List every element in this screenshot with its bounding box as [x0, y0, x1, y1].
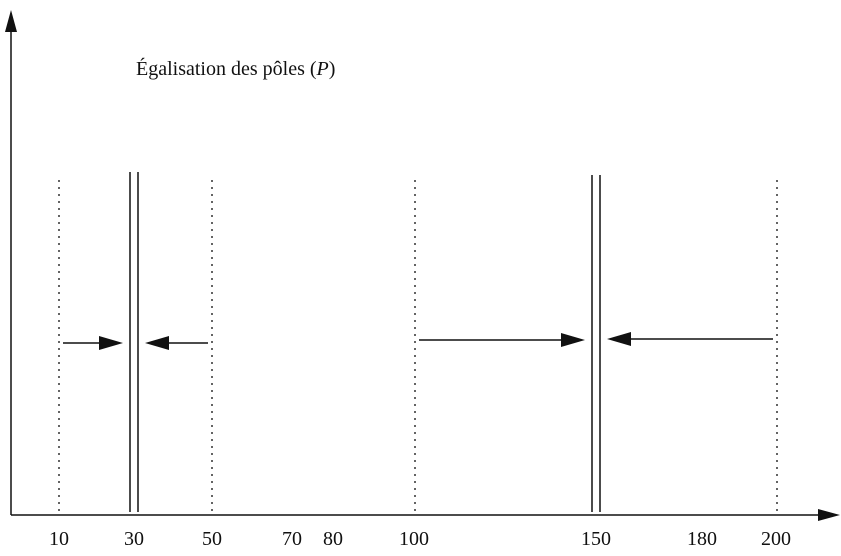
x-tick-label: 30	[124, 528, 144, 550]
arrowhead	[607, 332, 631, 346]
title-suffix: )	[328, 58, 336, 80]
diagram-marks	[58, 172, 778, 513]
title-prefix: Égalisation des pôles (	[136, 58, 317, 80]
x-tick-label: 50	[202, 528, 222, 550]
x-tick-label: 180	[687, 528, 717, 550]
arrowhead	[145, 336, 169, 350]
x-tick-label: 70	[282, 528, 302, 550]
title-variable: P	[316, 58, 329, 80]
x-tick-label: 150	[581, 528, 611, 550]
arrowhead	[99, 336, 123, 350]
arrowhead	[561, 333, 585, 347]
x-tick-label: 100	[399, 528, 429, 550]
x-tick-label: 80	[323, 528, 343, 550]
x-tick-label: 10	[49, 528, 69, 550]
diagram-title: Égalisation des pôles (P)	[136, 58, 335, 81]
y-axis-arrowhead	[5, 10, 17, 32]
x-axis-arrowhead	[818, 509, 840, 521]
x-tick-label: 200	[761, 528, 791, 550]
